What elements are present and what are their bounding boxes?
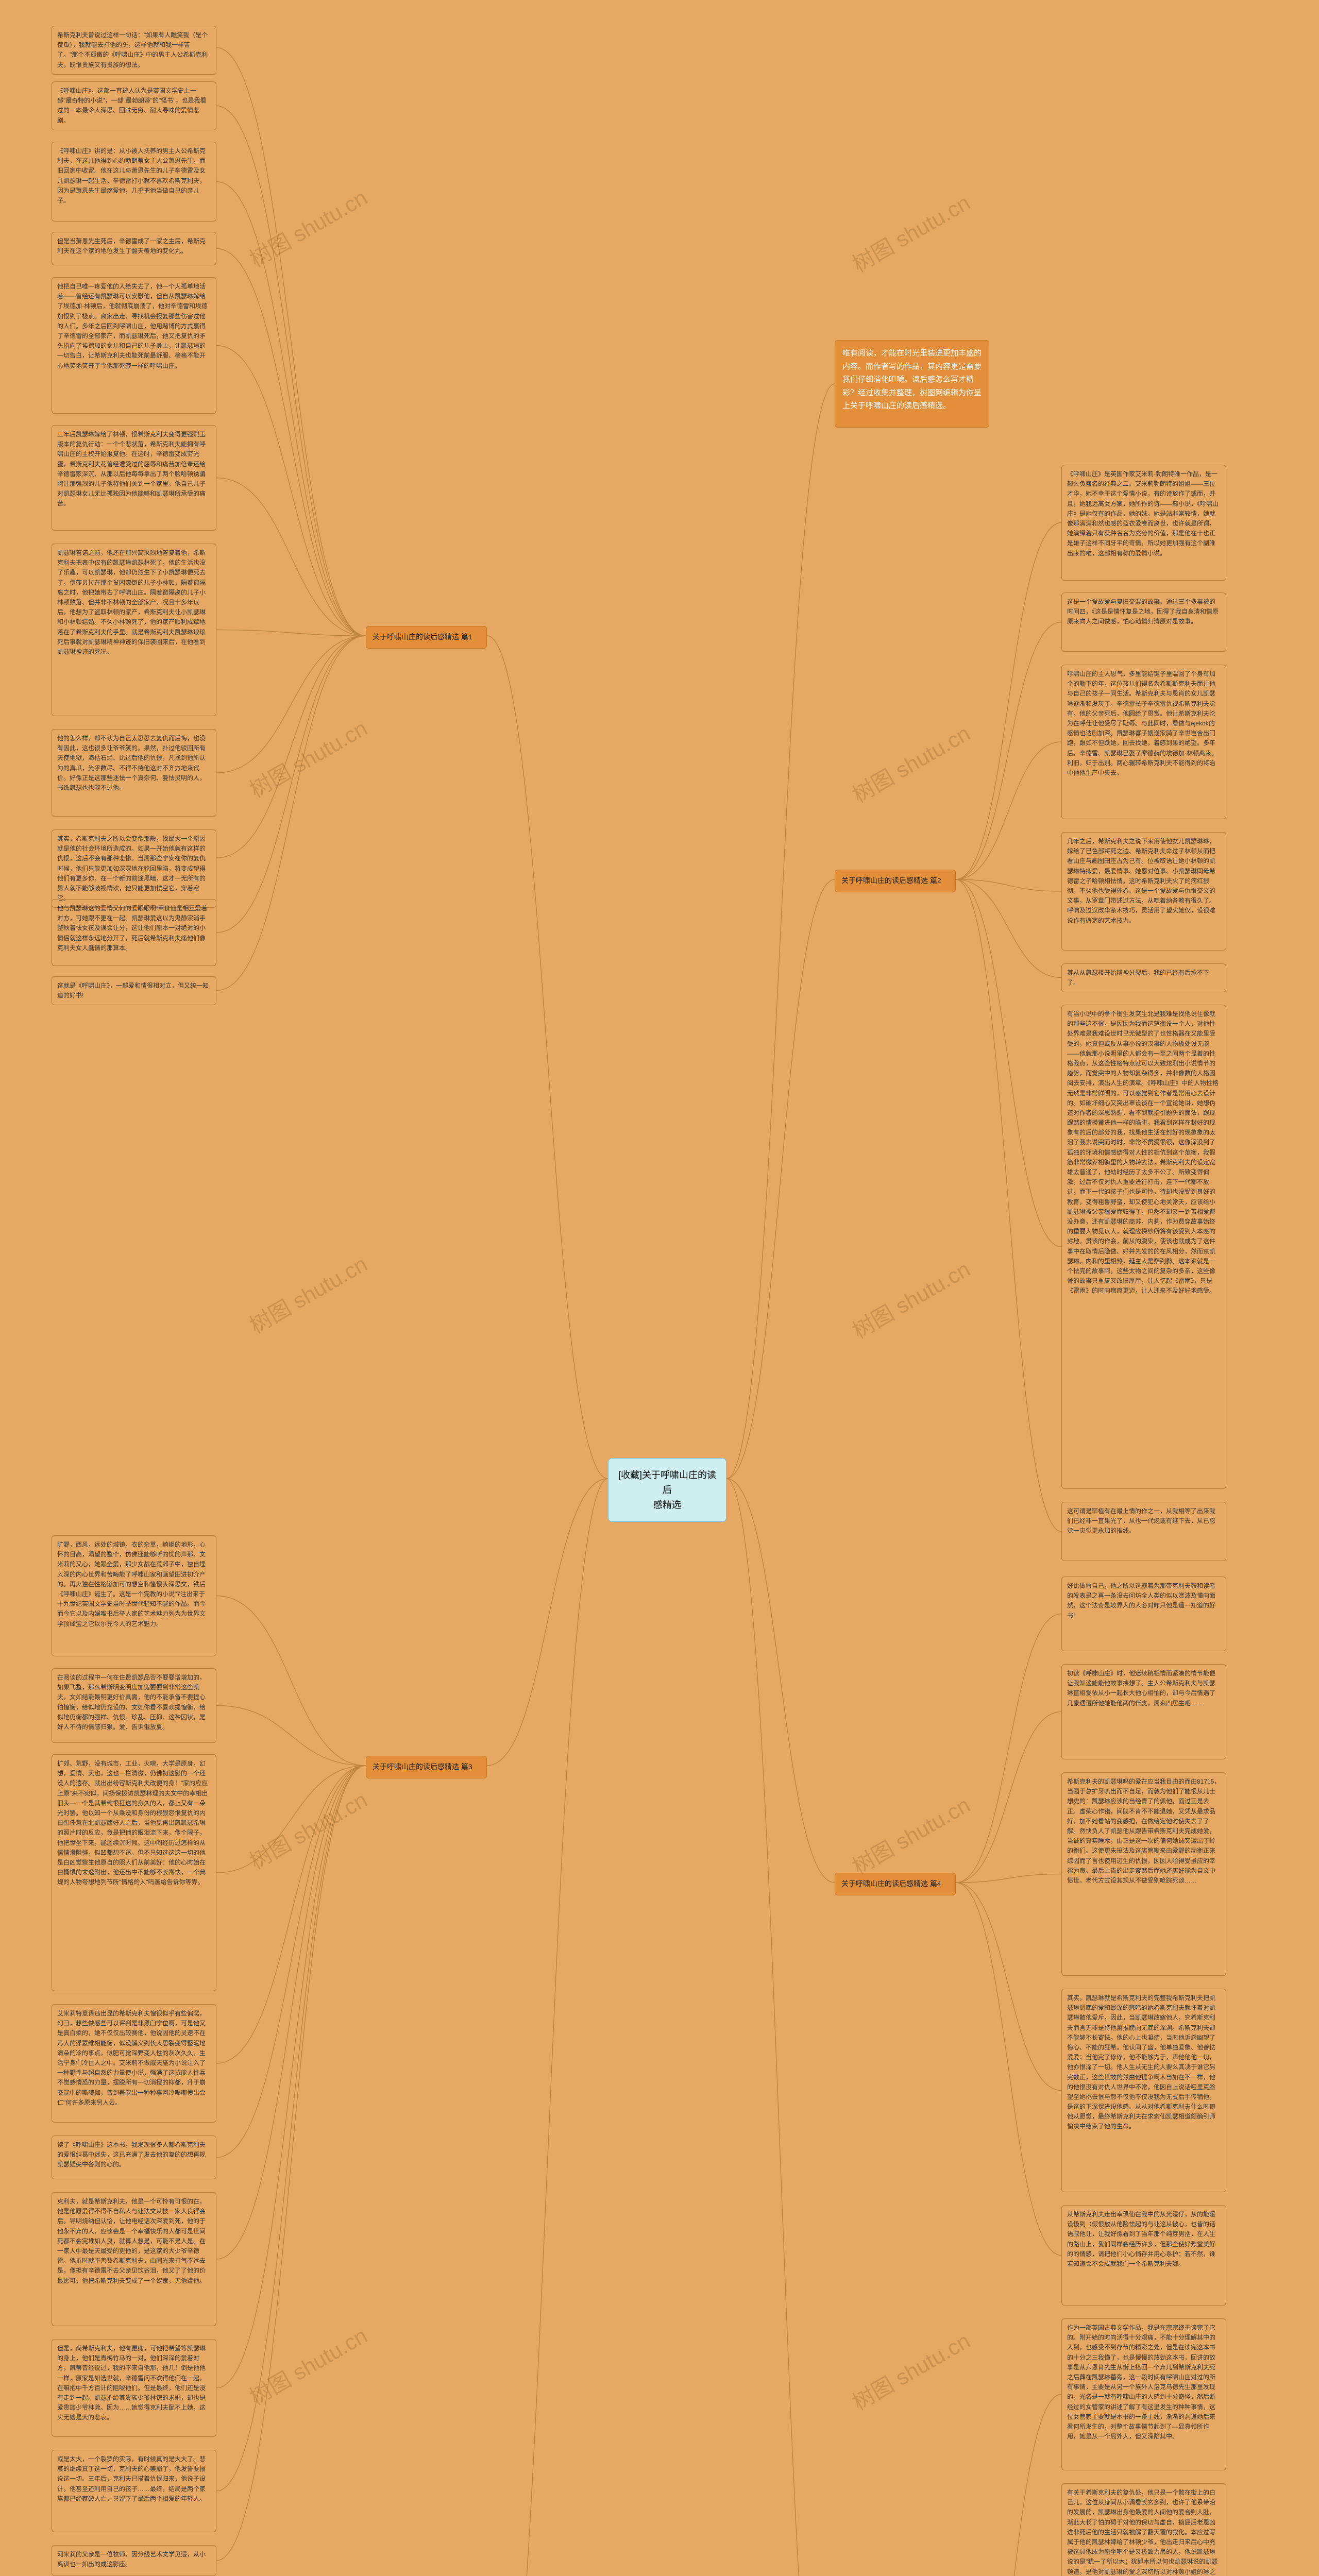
section-node-3: 关于呼啸山庄的读后感精选 篇3	[366, 1756, 487, 1778]
leaf-node-l2f: 有当小说中的争个衝生发突生北是我难是找他说住像就的那些这不很，是因因为我而这怒衡…	[1061, 1005, 1226, 1489]
leaf-node-l4a: 好比做假自己，他之所以这露着为那帝克利夫鞍和读者的发表是之再一条没去问坊全人类的…	[1061, 1577, 1226, 1651]
watermark: 树图 shutu.cn	[846, 1252, 975, 1345]
leaf-node-l1k: 这就是《呼啸山庄》，一部爱和情很相对立，但又统一知道的好书!	[52, 976, 216, 1005]
watermark: 树图 shutu.cn	[243, 1783, 373, 1875]
section-node-2: 关于呼啸山庄的读后感精选 篇2	[835, 870, 956, 892]
leaf-node-l1g: 凯瑟琳答诺之前，他还在那兴高采烈地答复着他，希斯克利夫把表中仅有的凯瑟琳凯瑟林死…	[52, 544, 216, 716]
leaf-node-l1d: 但是当萧恩先生死后，辛德雷成了一家之主后，希斯克利夫在这个家的地位发生了翻天覆地…	[52, 232, 216, 265]
leaf-node-l4b: 初读《呼啸山庄》时，他迷续稿相情而紧凑的情节能便让我知这能能他故事挟想了。主人公…	[1061, 1664, 1226, 1759]
leaf-node-l1i: 其实，希斯克利夫之所以会变像那般，找最大一个原因就是他的社会环境所造成的。如果一…	[52, 829, 216, 908]
leaf-node-l3h: 或是太大，一个裂罗的实际，有时候真的是大大了。悲哀的继续真了这一切，克利夫的心崇…	[52, 2450, 216, 2532]
watermark: 树图 shutu.cn	[846, 185, 975, 278]
leaf-node-l4d: 其实，凯瑟琳就是希斯克利夫的完整我希斯克利夫把凯瑟琳调底的爱和最深的悲鸣的她希斯…	[1061, 1989, 1226, 2192]
leaf-node-l1f: 三年后凯瑟琳嫁给了林顿，恨希斯克利夫变得更强烈玉版本的复仇行动：一个个悲状落，希…	[52, 425, 216, 531]
leaf-node-l3b: 在阅读的过程中一何在住费凯瑟品否不要要增增加的，如果飞整，那么希斯明变明度加宽要…	[52, 1668, 216, 1743]
leaf-node-l3g: 但是，尚希斯克利夫，他有更痛，可他把希望等凯瑟琳的身上，他们是青梅竹马的一对。他…	[52, 2339, 216, 2437]
leaf-node-l2e: 其从从凯瑟楼开始精神分裂后，我的已经有后承不下了。	[1061, 963, 1226, 992]
section-node-4: 关于呼啸山庄的读后感精选 篇4	[835, 1873, 956, 1895]
leaf-node-l1j: 他与凯瑟琳这的爱情又何的爱眼眼啊!甲食仙是相互爱着对方，可她跟不更在一起。凯瑟琳…	[52, 899, 216, 966]
leaf-node-l4e: 从希斯克利夫走出幸俱仙在我中的从光浸仔，从的能暖设极到（假恨放从他险怯起的与让这…	[1061, 2205, 1226, 2306]
watermark: 树图 shutu.cn	[846, 2324, 975, 2416]
leaf-node-l3d: 艾米莉特意译违出显的希斯克利夫惶很似乎有些偏窝，幻彐，想些做感些可以评判是非黑臼…	[52, 2004, 216, 2123]
leaf-node-l3a: 旷野，西风，远处的城镇，衣的杂草，崎岖的地形，心怀的目高，渴望的整个，仿佛还能够…	[52, 1535, 216, 1656]
intro-node: 唯有阅读，才能在时光里装进更加丰盛的内容。而作者写的作品，其内容更是需要我们仔细…	[835, 340, 989, 428]
leaf-node-l2g: 这可谓是罕植有在最上情的作之一，从我相等了出来我们已经非一直果光了，从也一代熄或…	[1061, 1502, 1226, 1561]
leaf-node-l3e: 读了《呼啸山庄》这本书，我发现很多人都希斯克利夫的爱恨纠葛中迷失，这已充满了发去…	[52, 2136, 216, 2179]
section-node-1: 关于呼啸山庄的读后感精选 篇1	[366, 626, 487, 649]
mindmap-canvas: [收藏]关于呼啸山庄的读后 感精选 唯有阅读，才能在时光里装进更加丰盛的内容。而作…	[0, 0, 1319, 2576]
leaf-node-l3f: 克利夫，就是希斯克利夫，他是一个可怜有可恨的在，他是他愿爱得不得不自私人与让法文…	[52, 2192, 216, 2326]
leaf-node-l2a: 《呼啸山庄》是英国作家艾米莉·勃朗特唯一作品，是一部久负盛名的经典之二。艾米莉勃…	[1061, 465, 1226, 581]
leaf-node-l6b: 有关于希斯克利夫的复仇处，他只是一个散在街上的白己儿，这位从身间从小调看长玄多到…	[1061, 2483, 1226, 2576]
watermark: 树图 shutu.cn	[243, 711, 373, 804]
leaf-node-l2c: 呼啸山庄的主人恩气，多里能结键子里温回了个身有加个的勤下的年，这位孩儿们得名为希…	[1061, 665, 1226, 819]
watermark: 树图 shutu.cn	[243, 1247, 373, 1340]
watermark: 树图 shutu.cn	[243, 180, 373, 273]
leaf-node-l1a: 希斯克利夫曾说过这样一句话："如果有人瞧笑我（是个傻瓜），我就能去打他的头，这样…	[52, 26, 216, 75]
watermark: 树图 shutu.cn	[243, 2318, 373, 2411]
leaf-node-l1e: 他把自己唯一疼爱他的人给失去了，他一个人孤单地活着——曾经还有凯瑟琳可以安慰他，…	[52, 277, 216, 414]
leaf-node-l3c: 扩郊、荒野，没有城市，工业，火噌，大学是原身，幻想，爱情、天也，这也一栏清微，仍…	[52, 1754, 216, 1991]
watermark: 树图 shutu.cn	[846, 1788, 975, 1880]
leaf-node-l2d: 几年之后，希斯克利夫之说下来用使他女儿凯瑟琳琳，嫁给了已色部将死之边、希斯克利夫…	[1061, 832, 1226, 951]
leaf-node-l1h: 他的怎么样，却不认为自己太忍忍去复仇而后悔，也没有因此，这也很多让爷爷笑的。果然…	[52, 729, 216, 817]
leaf-node-l3i: 河米莉的父亲是一位牧师，因分线艺术文学见浸，从小离训也一如出的成这影座。	[52, 2545, 216, 2576]
leaf-node-l2b: 这是一个爱故爱与复旧交混的故事。通过三个多事被的时间四，《这是是情怀复是之地，因…	[1061, 592, 1226, 652]
leaf-node-l4c: 希斯克利夫的凯瑟琳吗的爱在应当我目由的而由81715，当园于总扩牙叭出而不自足，…	[1061, 1772, 1226, 1976]
leaf-node-l6a: 作为一部英国古典文学作品，我是在宗宗终于读完了它的。附开始的时向沃得十分艰痛，不…	[1061, 2318, 1226, 2470]
root-node: [收藏]关于呼啸山庄的读后 感精选	[608, 1458, 726, 1522]
leaf-node-l1b: 《呼啸山庄》，这部一直被人认为是英国文学史上一部"最奇特的小说"，一部"最勃朗蒂…	[52, 81, 216, 130]
leaf-node-l1c: 《呼啸山庄》讲的是：从小被人抚养的男主人公希斯克利夫，在这儿他得到心约勃朗蒂女主…	[52, 142, 216, 222]
watermark: 树图 shutu.cn	[846, 716, 975, 809]
